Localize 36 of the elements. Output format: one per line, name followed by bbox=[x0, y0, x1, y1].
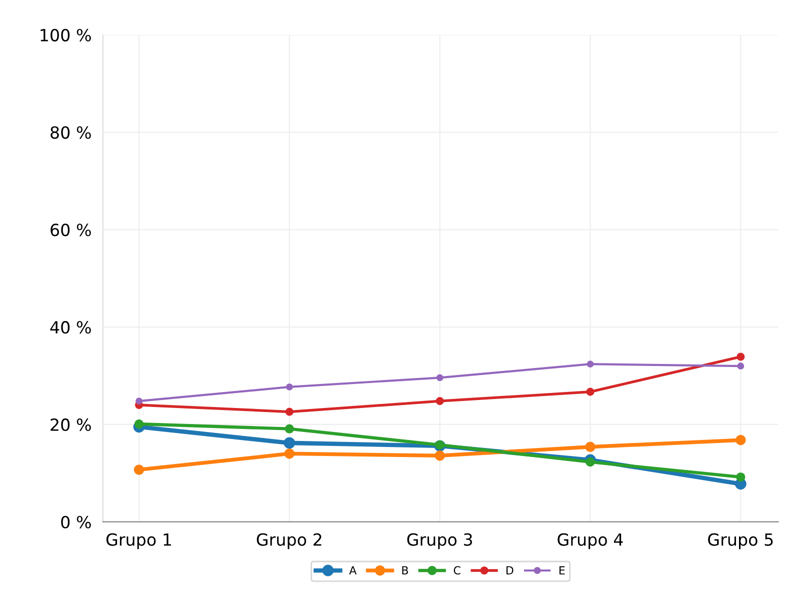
y-tick-label: 80 % bbox=[50, 126, 91, 139]
point bbox=[284, 448, 295, 459]
point bbox=[284, 437, 296, 449]
legend-label: E bbox=[559, 566, 565, 574]
x-tick-label: Grupo 2 bbox=[256, 533, 322, 550]
legend-label: C bbox=[454, 566, 460, 575]
point bbox=[434, 450, 445, 461]
point bbox=[136, 398, 142, 405]
x-tick-label: Grupo 4 bbox=[558, 533, 623, 550]
point bbox=[134, 419, 144, 429]
point bbox=[736, 472, 746, 482]
point bbox=[586, 360, 594, 368]
x-tick-label: Grupo 3 bbox=[407, 533, 472, 550]
x-tick-label: Grupo 1 bbox=[106, 533, 171, 550]
point bbox=[736, 434, 746, 446]
point bbox=[436, 397, 444, 406]
y-tick-label: 40 % bbox=[50, 321, 91, 334]
legend-label: A bbox=[349, 566, 357, 574]
point bbox=[134, 464, 144, 475]
point bbox=[284, 424, 294, 434]
x-tick-label: Grupo 5 bbox=[708, 533, 773, 550]
point bbox=[286, 383, 293, 390]
point bbox=[586, 388, 594, 396]
point bbox=[736, 352, 745, 361]
legend-label: B bbox=[402, 566, 408, 574]
point bbox=[435, 440, 444, 450]
point bbox=[285, 408, 294, 416]
point bbox=[436, 374, 444, 382]
y-tick-label: 0 % bbox=[61, 516, 91, 528]
point bbox=[586, 457, 595, 467]
y-tick-label: 20 % bbox=[50, 418, 91, 432]
point bbox=[737, 362, 744, 370]
point bbox=[585, 442, 596, 452]
legend-label: D bbox=[506, 566, 514, 574]
y-tick-label: 60 % bbox=[50, 224, 91, 236]
y-tick-label: 100 % bbox=[40, 28, 91, 42]
